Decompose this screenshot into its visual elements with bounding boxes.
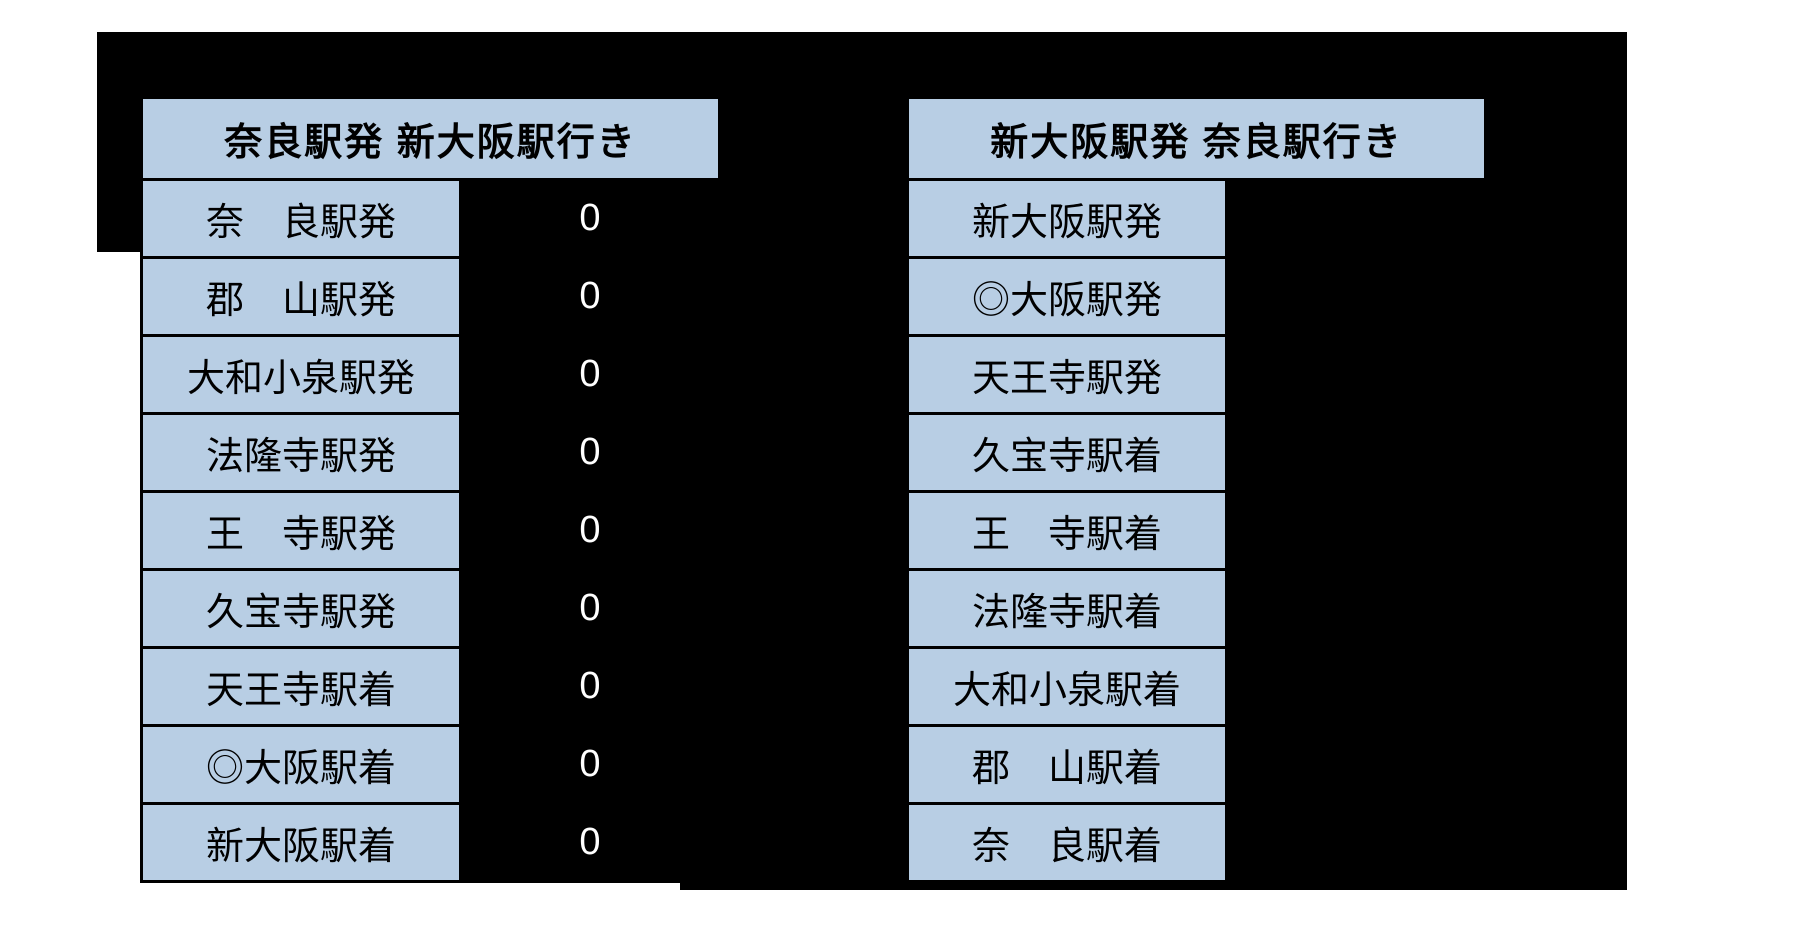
station-cell: 王 寺駅発 bbox=[142, 492, 461, 570]
station-cell: 奈 良駅着 bbox=[908, 804, 1227, 882]
table-row: 法隆寺駅着 bbox=[908, 570, 1486, 648]
station-cell: 法隆寺駅着 bbox=[908, 570, 1227, 648]
table-row: ◎大阪駅着0 bbox=[142, 726, 720, 804]
value-cell bbox=[1227, 804, 1486, 882]
value-cell bbox=[1227, 258, 1486, 336]
station-cell: 久宝寺駅発 bbox=[142, 570, 461, 648]
value-cell: 0 bbox=[461, 726, 720, 804]
table-row: 王 寺駅着 bbox=[908, 492, 1486, 570]
value-cell bbox=[1227, 648, 1486, 726]
value-cell bbox=[1227, 726, 1486, 804]
station-cell: 大和小泉駅着 bbox=[908, 648, 1227, 726]
table-row: 法隆寺駅発0 bbox=[142, 414, 720, 492]
station-cell: 郡 山駅発 bbox=[142, 258, 461, 336]
value-cell bbox=[1227, 414, 1486, 492]
table-row: 大和小泉駅発0 bbox=[142, 336, 720, 414]
station-cell: 天王寺駅発 bbox=[908, 336, 1227, 414]
timetable-right: 新大阪駅発 奈良駅行き 新大阪駅発◎大阪駅発天王寺駅発久宝寺駅着王 寺駅着法隆寺… bbox=[906, 96, 1487, 883]
value-cell: 0 bbox=[461, 570, 720, 648]
timetable-left: 奈良駅発 新大阪駅行き 奈 良駅発0郡 山駅発0大和小泉駅発0法隆寺駅発0王 寺… bbox=[140, 96, 721, 883]
value-cell: 0 bbox=[461, 648, 720, 726]
table-row: 新大阪駅着0 bbox=[142, 804, 720, 882]
station-cell: 大和小泉駅発 bbox=[142, 336, 461, 414]
value-cell bbox=[1227, 570, 1486, 648]
station-cell: 久宝寺駅着 bbox=[908, 414, 1227, 492]
table-row: 王 寺駅発0 bbox=[142, 492, 720, 570]
table-header-row: 新大阪駅発 奈良駅行き bbox=[908, 98, 1486, 180]
table-row: 郡 山駅発0 bbox=[142, 258, 720, 336]
table-row: 大和小泉駅着 bbox=[908, 648, 1486, 726]
canvas: 奈良駅発 新大阪駅行き 奈 良駅発0郡 山駅発0大和小泉駅発0法隆寺駅発0王 寺… bbox=[0, 0, 1811, 941]
station-cell: 郡 山駅着 bbox=[908, 726, 1227, 804]
table-header-row: 奈良駅発 新大阪駅行き bbox=[142, 98, 720, 180]
table-row: 奈 良駅発0 bbox=[142, 180, 720, 258]
value-cell: 0 bbox=[461, 180, 720, 258]
value-cell bbox=[1227, 492, 1486, 570]
table-row: 奈 良駅着 bbox=[908, 804, 1486, 882]
table-row: 久宝寺駅着 bbox=[908, 414, 1486, 492]
value-cell: 0 bbox=[461, 804, 720, 882]
station-cell: 新大阪駅着 bbox=[142, 804, 461, 882]
table-row: ◎大阪駅発 bbox=[908, 258, 1486, 336]
station-cell: 法隆寺駅発 bbox=[142, 414, 461, 492]
value-cell: 0 bbox=[461, 492, 720, 570]
value-cell bbox=[1227, 336, 1486, 414]
table-row: 新大阪駅発 bbox=[908, 180, 1486, 258]
table-row: 天王寺駅着0 bbox=[142, 648, 720, 726]
tables-wrap: 奈良駅発 新大阪駅行き 奈 良駅発0郡 山駅発0大和小泉駅発0法隆寺駅発0王 寺… bbox=[140, 96, 1487, 883]
value-cell: 0 bbox=[461, 414, 720, 492]
station-cell: 天王寺駅着 bbox=[142, 648, 461, 726]
table-row: 郡 山駅着 bbox=[908, 726, 1486, 804]
timetable-left-title: 奈良駅発 新大阪駅行き bbox=[142, 98, 720, 180]
value-cell: 0 bbox=[461, 258, 720, 336]
station-cell: ◎大阪駅発 bbox=[908, 258, 1227, 336]
value-cell: 0 bbox=[461, 336, 720, 414]
station-cell: 新大阪駅発 bbox=[908, 180, 1227, 258]
table-row: 久宝寺駅発0 bbox=[142, 570, 720, 648]
station-cell: ◎大阪駅着 bbox=[142, 726, 461, 804]
timetable-right-title: 新大阪駅発 奈良駅行き bbox=[908, 98, 1486, 180]
table-row: 天王寺駅発 bbox=[908, 336, 1486, 414]
station-cell: 奈 良駅発 bbox=[142, 180, 461, 258]
station-cell: 王 寺駅着 bbox=[908, 492, 1227, 570]
value-cell bbox=[1227, 180, 1486, 258]
